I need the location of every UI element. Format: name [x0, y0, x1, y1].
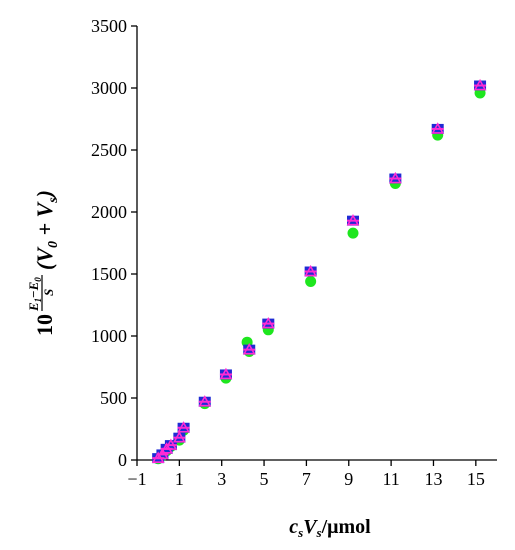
- y-title-E1: E: [26, 302, 41, 312]
- x-tick-label: 11: [382, 469, 399, 489]
- y-title-paren-V: (V: [32, 246, 57, 270]
- y-tick-label: 3000: [91, 78, 127, 98]
- x-tick-label: 5: [260, 469, 269, 489]
- x-tick-label: 1: [175, 469, 184, 489]
- x-tick-label: 3: [217, 469, 226, 489]
- y-tick-label: 1500: [91, 264, 127, 284]
- y-title-close: ): [32, 190, 57, 199]
- x-title-sub-s: s: [297, 525, 303, 540]
- y-tick-label: 1000: [91, 326, 127, 346]
- y-title-E0: E: [26, 281, 41, 291]
- x-title-unit: /μmol: [321, 516, 372, 538]
- y-title-sub-1: 1: [33, 298, 43, 303]
- y-tick-label: 3500: [91, 16, 127, 36]
- data-point-circle: [347, 227, 359, 239]
- y-title-minus: −: [26, 290, 41, 297]
- y-axis: 0 500 1000 1500 2000 2500 3000 3500: [91, 16, 138, 470]
- x-tick-label: −1: [127, 469, 146, 489]
- x-tick-label: 7: [302, 469, 311, 489]
- y-title-denominator: S: [41, 289, 56, 296]
- y-title-numerator: E1−E0: [26, 277, 43, 312]
- x-tick-label: 15: [467, 469, 485, 489]
- y-title-plus-V: + V: [32, 200, 57, 241]
- y-title-sub-s: s: [46, 197, 61, 204]
- x-title-c: c: [289, 516, 298, 538]
- y-title-exponent: E1−E0 S: [26, 275, 56, 312]
- y-title-sub-0: 0: [33, 277, 43, 282]
- y-axis-title: 10 E1−E0 S (V0 + Vs): [26, 190, 61, 336]
- y-tick-label: 2000: [91, 202, 127, 222]
- x-axis: −1 1 3 5 7 9 11 13 15: [127, 459, 497, 489]
- y-title-sub-zero: 0: [46, 241, 61, 248]
- x-title-sub-s2: s: [316, 525, 322, 540]
- data-markers: [151, 78, 487, 465]
- x-title-V: V: [303, 516, 318, 538]
- x-axis-title: csVs/μmol: [289, 516, 371, 540]
- y-title-volume: (V0 + Vs): [32, 190, 61, 270]
- y-tick-label: 0: [118, 450, 127, 470]
- y-title-ten: 10: [32, 314, 57, 336]
- data-point-circle: [305, 275, 317, 287]
- x-tick-label: 9: [344, 469, 353, 489]
- y-tick-label: 2500: [91, 140, 127, 160]
- x-tick-label: 13: [424, 469, 442, 489]
- y-tick-label: 500: [100, 388, 127, 408]
